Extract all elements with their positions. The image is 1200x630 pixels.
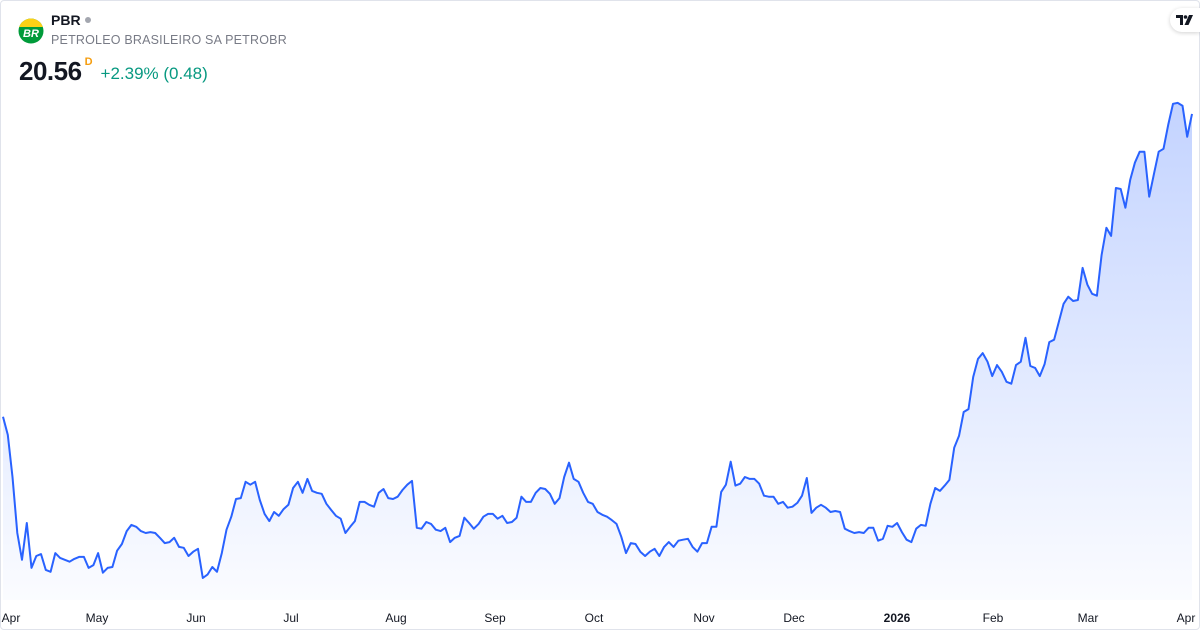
- company-name: PETROLEO BRASILEIRO SA PETROBR: [51, 33, 287, 47]
- price-change: +2.39% (0.48): [100, 64, 208, 83]
- symbol-row: PBR: [51, 12, 91, 28]
- interval-badge: D: [84, 56, 93, 68]
- ticker-symbol[interactable]: PBR: [51, 12, 81, 28]
- last-price: 20.56: [19, 56, 82, 86]
- x-tick-label: Aug: [385, 611, 406, 625]
- x-axis: Apr May Jun Jul Aug Sep Oct Nov Dec 2026…: [2, 611, 1196, 625]
- x-tick-label: Sep: [484, 611, 506, 625]
- x-tick-label-year: 2026: [884, 611, 911, 625]
- x-tick-label: Nov: [693, 611, 714, 625]
- x-tick-label: Apr: [2, 611, 21, 625]
- price-line: [2, 101, 1193, 579]
- tradingview-logo-icon: [1176, 15, 1193, 25]
- tradingview-logo-button[interactable]: [1170, 8, 1200, 32]
- x-tick-label: Feb: [983, 611, 1004, 625]
- x-tick-label: May: [86, 611, 109, 625]
- x-tick-label: Mar: [1078, 611, 1099, 625]
- svg-text:BR: BR: [23, 28, 39, 40]
- petrobras-logo: BR: [18, 18, 44, 44]
- x-tick-label: Oct: [585, 611, 604, 625]
- x-tick-label: Apr: [1177, 611, 1196, 625]
- x-tick-label: Jun: [186, 611, 205, 625]
- market-status-dot: [84, 17, 91, 23]
- price-area-fill: [3, 102, 1192, 601]
- x-tick-label: Jul: [283, 611, 298, 625]
- price-row: 20.56 D +2.39% (0.48): [19, 56, 208, 87]
- x-tick-label: Dec: [783, 611, 804, 625]
